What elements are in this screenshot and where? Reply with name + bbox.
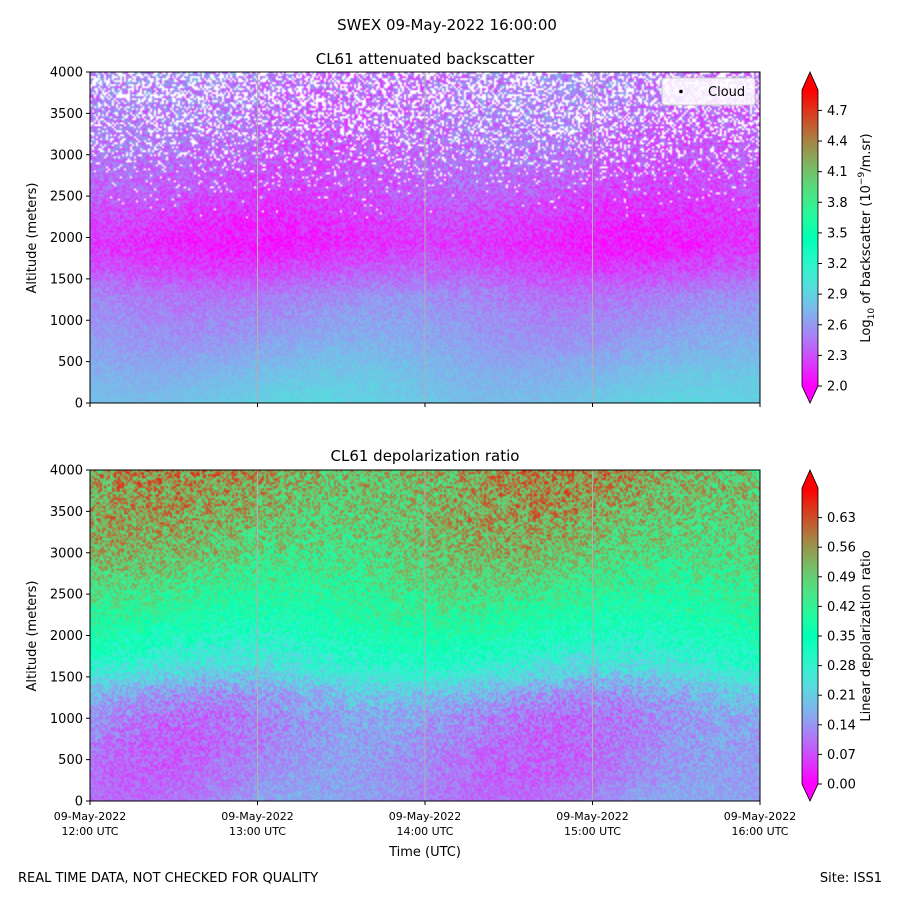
backscatter-title: CL61 attenuated backscatter <box>316 50 535 68</box>
colorbar-tick-label: 0.49 <box>827 570 856 585</box>
x-tick-label-date: 09-May-2022 <box>54 810 126 823</box>
depolarization-gridlines <box>257 470 593 801</box>
colorbar-tick-label: 0.07 <box>827 748 856 763</box>
x-tick-label-time: 16:00 UTC <box>731 825 788 838</box>
colorbar-tick-label: 0.63 <box>827 511 856 526</box>
cloud-legend: Cloud <box>661 77 756 106</box>
y-tick-label: 2500 <box>50 588 83 603</box>
y-tick-label: 4000 <box>50 66 83 81</box>
colorbar-tick-label: 3.2 <box>827 257 848 272</box>
colorbar-tick-label: 0.00 <box>827 778 856 793</box>
x-tick-label-date: 09-May-2022 <box>389 810 461 823</box>
x-tick-label-date: 09-May-2022 <box>724 810 796 823</box>
depolarization-ylabel: Altitude (meters) <box>25 581 40 692</box>
colorbar-extend-top <box>802 72 818 90</box>
colorbar-tick-label: 2.3 <box>827 349 848 364</box>
colorbar-tick-label: 0.35 <box>827 630 856 645</box>
footer-disclaimer: REAL TIME DATA, NOT CHECKED FOR QUALITY <box>18 871 318 886</box>
colorbar-tick-label: 2.0 <box>827 380 848 395</box>
cloud-marker-icon <box>679 89 683 94</box>
y-tick-label: 0 <box>75 397 83 412</box>
colorbar-gradient <box>802 488 818 784</box>
y-tick-label: 2500 <box>50 190 83 205</box>
x-tick-label-time: 12:00 UTC <box>61 825 118 838</box>
y-tick-label: 3500 <box>50 505 83 520</box>
x-tick-label-time: 15:00 UTC <box>564 825 621 838</box>
colorbar-tick-label: 0.42 <box>827 600 856 615</box>
x-axis-label: Time (UTC) <box>388 845 461 860</box>
backscatter-ylabel: Altitude (meters) <box>25 183 40 294</box>
x-tick-label-date: 09-May-2022 <box>556 810 628 823</box>
backscatter-gridlines <box>257 72 593 403</box>
colorbar-extend-bottom <box>802 784 818 801</box>
backscatter-y-ticks: 0 500 1000 1500 2000 2500 3000 3500 4000 <box>50 66 90 412</box>
y-tick-label: 3000 <box>50 546 83 561</box>
colorbar-ticks: 0.00 0.07 0.14 0.21 0.28 0.35 0.42 0.49 0.56 0.63 <box>818 511 856 793</box>
footer-site: Site: ISS1 <box>820 871 882 886</box>
depolarization-y-ticks: 0 500 1000 1500 2000 2500 3000 3500 4000 <box>50 464 90 810</box>
suptitle: SWEX 09-May-2022 16:00:00 <box>337 16 557 34</box>
y-tick-label: 0 <box>75 795 83 810</box>
y-tick-label: 1000 <box>50 712 83 727</box>
x-tick-label-time: 13:00 UTC <box>229 825 286 838</box>
colorbar-gradient <box>802 90 818 386</box>
x-tick-label-date: 09-May-2022 <box>221 810 293 823</box>
y-tick-label: 500 <box>58 355 83 370</box>
y-tick-label: 1500 <box>50 670 83 685</box>
backscatter-colorbar: 2.0 2.3 2.6 2.9 3.2 3.5 3.8 4.1 4.4 4.7 Log10 of … <box>801 71 877 404</box>
x-tick-label-time: 14:00 UTC <box>396 825 453 838</box>
colorbar-tick-label: 4.1 <box>827 165 848 180</box>
colorbar-ticks: 2.0 2.3 2.6 2.9 3.2 3.5 3.8 4.1 4.4 4.7 <box>818 104 848 395</box>
legend-box <box>661 77 756 106</box>
depolarization-panel: CL61 depolarization ratio 0 500 1000 1500 20… <box>25 447 874 860</box>
backscatter-panel: CL61 attenuated backscatter 0 500 1000 1500… <box>25 50 877 412</box>
y-tick-label: 1000 <box>50 314 83 329</box>
y-tick-label: 500 <box>58 753 83 768</box>
colorbar-tick-label: 4.4 <box>827 135 848 150</box>
colorbar-tick-label: 3.5 <box>827 226 848 241</box>
y-tick-label: 2000 <box>50 231 83 246</box>
colorbar-tick-label: 0.21 <box>827 689 856 704</box>
y-tick-label: 4000 <box>50 464 83 479</box>
colorbar-tick-label: 2.9 <box>827 288 848 303</box>
colorbar-tick-label: 2.6 <box>827 318 848 333</box>
depolarization-title: CL61 depolarization ratio <box>331 447 520 465</box>
colorbar-tick-label: 0.56 <box>827 541 856 556</box>
y-tick-label: 1500 <box>50 272 83 287</box>
colorbar-tick-label: 3.8 <box>827 196 848 211</box>
depolarization-colorbar: 0.00 0.07 0.14 0.21 0.28 0.35 0.42 0.49 0.56 0.63… <box>801 469 874 802</box>
legend-entry-cloud: Cloud <box>708 85 745 100</box>
y-tick-label: 2000 <box>50 629 83 644</box>
depolarization-colorbar-label: Linear depolarization ratio <box>859 550 874 721</box>
depolarization-x-ticks: 09-May-2022 12:00 UTC 09-May-2022 13:00 UTC… <box>54 801 796 838</box>
backscatter-colorbar-label: Log10 of backscatter (10−9/m.sr) <box>857 133 877 342</box>
colorbar-tick-label: 4.7 <box>827 104 848 119</box>
y-tick-label: 3500 <box>50 107 83 122</box>
backscatter-x-ticks <box>89 403 761 407</box>
colorbar-extend-top <box>802 470 818 488</box>
colorbar-tick-label: 0.28 <box>827 659 856 674</box>
colorbar-extend-bottom <box>802 386 818 403</box>
colorbar-tick-label: 0.14 <box>827 718 856 733</box>
y-tick-label: 3000 <box>50 148 83 163</box>
